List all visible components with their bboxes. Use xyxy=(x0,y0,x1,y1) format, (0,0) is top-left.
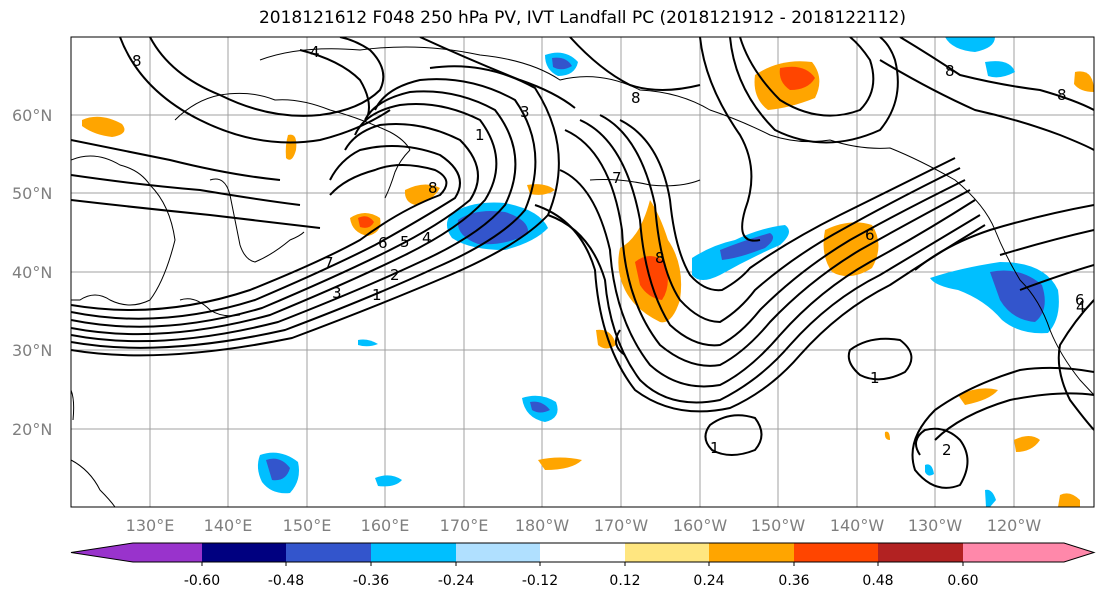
contour-label: 7 xyxy=(324,254,334,272)
gridlines xyxy=(71,37,1094,507)
contour-label: 1 xyxy=(870,369,880,387)
lon-label: 150°E xyxy=(283,516,332,535)
contour-label: 4 xyxy=(1076,298,1086,316)
latitude-labels: 60°N 50°N 40°N 30°N 20°N xyxy=(12,106,52,439)
colorbar-tick-label: 0.12 xyxy=(609,573,640,589)
contour-label: 6 xyxy=(1075,291,1085,309)
lon-label: 140°W xyxy=(830,516,885,535)
longitude-labels: 130°E 140°E 150°E 160°E 170°E 180°W 170°… xyxy=(126,516,1042,535)
pv-contours xyxy=(71,37,1094,489)
contour-label: 8 xyxy=(655,249,665,267)
coastlines xyxy=(71,46,1094,507)
lat-label: 30°N xyxy=(12,341,52,360)
colorbar-tick-label: 0.24 xyxy=(693,573,724,589)
colorbar-segment xyxy=(709,543,794,562)
contour-label: 3 xyxy=(520,103,530,121)
lon-label: 130°E xyxy=(126,516,175,535)
lon-label: 170°W xyxy=(594,516,649,535)
colorbar-ticks: -0.60 -0.48 -0.36 -0.24 -0.12 0.12 0.24 … xyxy=(184,573,979,589)
contour-label: 7 xyxy=(612,169,622,187)
contour-label: 8 xyxy=(1057,86,1067,104)
contour-label: 1 xyxy=(475,126,485,144)
lon-label: 150°W xyxy=(751,516,806,535)
lon-label: 160°W xyxy=(673,516,728,535)
lon-label: 120°W xyxy=(987,516,1042,535)
lat-label: 50°N xyxy=(12,184,52,203)
colorbar-tick-label: -0.36 xyxy=(353,573,389,589)
colorbar-segment xyxy=(625,543,709,562)
contour-label: 5 xyxy=(400,233,410,251)
colorbar-segment xyxy=(878,543,963,562)
lon-label: 140°E xyxy=(204,516,253,535)
colorbar-segment xyxy=(371,543,456,562)
contour-label: 6 xyxy=(865,226,875,244)
lon-label: 160°E xyxy=(361,516,410,535)
contour-label: 8 xyxy=(428,179,438,197)
colorbar-tick-label: -0.48 xyxy=(268,573,304,589)
colorbar-tick-label: -0.12 xyxy=(522,573,558,589)
colorbar xyxy=(70,542,1096,566)
colorbar-segment xyxy=(963,543,1094,562)
lat-label: 40°N xyxy=(12,263,52,282)
contour-labels: 4 8 8 8 8 6 8 3 1 7 6 5 4 2 3 1 7 8 6 1 … xyxy=(132,43,1086,459)
contour-label: 4 xyxy=(310,43,320,61)
lat-label: 60°N xyxy=(12,106,52,125)
contour-label: 4 xyxy=(422,229,432,247)
contour-label: 2 xyxy=(390,266,400,284)
colorbar-tick-label: 0.60 xyxy=(947,573,978,589)
colorbar-segment xyxy=(202,543,286,562)
colorbar-segment xyxy=(286,543,371,562)
anomaly-fill xyxy=(82,37,1094,507)
colorbar-outline xyxy=(70,542,1096,563)
map-title: 2018121612 F048 250 hPa PV, IVT Landfall… xyxy=(258,8,906,28)
colorbar-segment xyxy=(794,543,878,562)
colorbar-tick-label: 0.48 xyxy=(862,573,893,589)
lon-label: 170°E xyxy=(440,516,489,535)
contour-label: 8 xyxy=(631,89,641,107)
lat-label: 20°N xyxy=(12,420,52,439)
contour-label: 2 xyxy=(942,441,952,459)
map-frame xyxy=(70,36,1095,508)
colorbar-tick-label: 0.36 xyxy=(778,573,809,589)
colorbar-segment xyxy=(456,543,540,562)
contour-label: 6 xyxy=(378,234,388,252)
colorbar-tick-label: -0.24 xyxy=(438,573,474,589)
contour-label: 1 xyxy=(372,286,382,304)
contour-label: 8 xyxy=(132,52,142,70)
colorbar-segment xyxy=(540,543,625,562)
contour-label: 8 xyxy=(945,62,955,80)
lon-label: 180°W xyxy=(515,516,570,535)
colorbar-segment xyxy=(71,543,202,562)
contour-label: 3 xyxy=(332,284,342,302)
lon-label: 130°W xyxy=(908,516,963,535)
colorbar-tick-label: -0.60 xyxy=(184,573,220,589)
contour-label: 1 xyxy=(710,439,720,457)
